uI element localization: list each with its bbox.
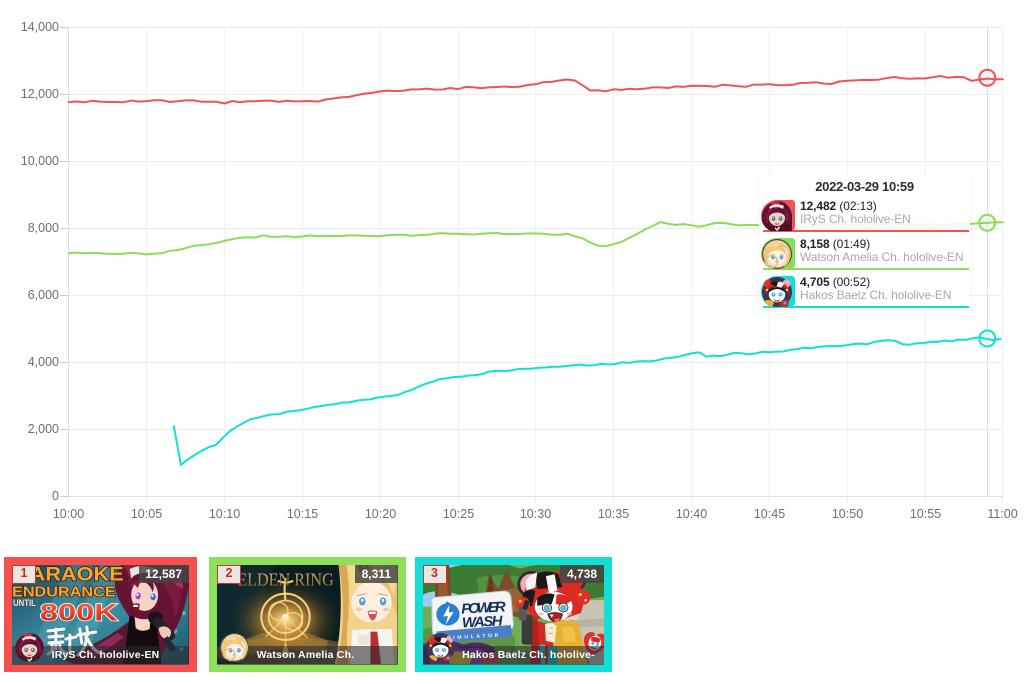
svg-text:10:05: 10:05 bbox=[131, 507, 162, 521]
svg-text:10,000: 10,000 bbox=[21, 154, 59, 168]
svg-text:8,000: 8,000 bbox=[28, 221, 59, 235]
svg-text:UNTIL: UNTIL bbox=[13, 598, 36, 608]
svg-text:10:00: 10:00 bbox=[53, 507, 84, 521]
svg-text:ENDURANCE: ENDURANCE bbox=[12, 584, 116, 600]
svg-text:14,000: 14,000 bbox=[21, 20, 59, 34]
svg-text:11:00: 11:00 bbox=[987, 507, 1017, 521]
svg-text:10:35: 10:35 bbox=[598, 507, 629, 521]
svg-text:2,000: 2,000 bbox=[28, 422, 59, 436]
svg-text:10:50: 10:50 bbox=[832, 507, 863, 521]
svg-text:10:30: 10:30 bbox=[520, 507, 551, 521]
svg-text:800K: 800K bbox=[40, 599, 119, 626]
svg-text:KARAOKE: KARAOKE bbox=[14, 565, 124, 586]
svg-text:10:10: 10:10 bbox=[209, 507, 240, 521]
svg-text:SIMULATOR: SIMULATOR bbox=[447, 633, 501, 642]
svg-text:10:45: 10:45 bbox=[754, 507, 785, 521]
svg-text:10:20: 10:20 bbox=[365, 507, 396, 521]
svg-text:4,000: 4,000 bbox=[28, 355, 59, 369]
svg-text:10:40: 10:40 bbox=[676, 507, 707, 521]
svg-text:10:15: 10:15 bbox=[287, 507, 318, 521]
svg-text:POWER: POWER bbox=[460, 600, 506, 618]
svg-text:WASH: WASH bbox=[461, 614, 503, 632]
svg-text:0: 0 bbox=[52, 489, 59, 503]
svg-text:ELDEN RING: ELDEN RING bbox=[237, 570, 334, 590]
svg-text:6,000: 6,000 bbox=[28, 288, 59, 302]
svg-text:12,000: 12,000 bbox=[21, 87, 59, 101]
svg-text:10:25: 10:25 bbox=[443, 507, 474, 521]
svg-text:10:55: 10:55 bbox=[910, 507, 941, 521]
